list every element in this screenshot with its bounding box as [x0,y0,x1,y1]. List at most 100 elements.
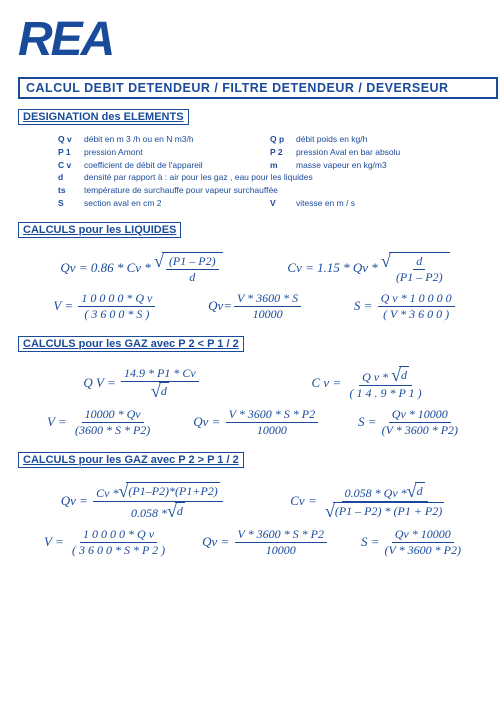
lhs: Qv= [208,298,232,314]
def-text: débit en m 3 /h ou en N m3/h [84,134,194,144]
num: 14.9 * P1 * Cv [121,366,199,382]
num: (P1 – P2) [166,254,219,270]
num: Q v * [362,370,388,384]
lhs: Qv = [193,414,220,430]
formula: Q V = 14.9 * P1 * Cv d [83,366,200,401]
main-title: CALCUL DEBIT DETENDEUR / FILTRE DETENDEU… [18,77,498,99]
formula: V = 1 0 0 0 0 * Q v( 3 6 0 0 * S * P 2 ) [44,527,170,558]
rad: d [415,482,425,500]
def-sym: Q v [58,133,84,146]
def-text: pression Amont [84,147,143,157]
lhs: S = [358,414,377,430]
def-sym: C v [58,159,84,172]
def-text: masse vapeur en kg/m3 [296,160,387,170]
def-row: Ssection aval en cm 2 Vvitesse en m / s [58,197,482,210]
def-text: vitesse en m / s [296,198,355,208]
def-sym: m [270,159,296,172]
formula: Qv = V * 3600 * S * P210000 [202,527,329,558]
formula: Qv= V * 3600 * S10000 [208,291,303,322]
def-text: débit poids en kg/h [296,134,367,144]
section-gaz2: CALCULS pour les GAZ avec P 2 > P 1 / 2 [18,452,244,468]
den: d [159,382,169,400]
def-text: section aval en cm 2 [84,198,161,208]
formula: V = 1 0 0 0 0 * Q v( 3 6 0 0 * S ) [53,291,157,322]
def-row: Q vdébit en m 3 /h ou en N m3/h Q pdébit… [58,133,482,146]
def-sym: d [58,171,84,184]
num: 10000 * Qv [82,407,144,423]
formulas-liquides: Qv = 0.86 * Cv * (P1 – P2)d Cv = 1.15 * … [18,242,482,332]
den: 10000 [263,543,299,558]
formula: C v = Q v * d ( 1 4 . 9 * P 1 ) [312,366,427,401]
def-row: P 1pression Amont P 2pression Aval en ba… [58,146,482,159]
rad: d [175,502,185,520]
num: 0.058 * Qv * [345,486,407,500]
lhs: S = [361,534,380,550]
num: Qv * 10000 [392,527,454,543]
page: REA CALCUL DEBIT DETENDEUR / FILTRE DETE… [0,0,500,580]
den: ( 3 6 0 0 * S ) [81,307,152,322]
den: d [186,270,198,285]
rad: (P1 – P2) * (P1 + P2) [333,502,444,520]
den: 10000 [254,423,290,438]
formulas-gaz1: Q V = 14.9 * P1 * Cv d C v = Q v * d ( 1… [18,356,482,448]
num: Qv * 10000 [389,407,451,423]
num: V * 3600 * S * P2 [226,407,318,423]
lhs: V = [47,414,67,430]
def-sym: ts [58,184,84,197]
den: ( 1 4 . 9 * P 1 ) [346,386,424,401]
formula: Cv = 0.058 * Qv * d (P1 – P2) * (P1 + P2) [290,482,449,521]
num: V * 3600 * S * P2 [235,527,327,543]
lhs: Cv = [287,260,313,276]
lhs: S = [354,298,373,314]
num: d [413,254,425,270]
den: ( V * 3 6 0 0 ) [380,307,452,322]
lhs: C v = [312,375,342,391]
num: Q v * 1 0 0 0 0 [378,291,455,307]
num: Cv * [96,486,118,500]
lhs: Qv = [60,260,87,276]
section-liquides: CALCULS pour les LIQUIDES [18,222,181,238]
section-designation: DESIGNATION des ELEMENTS [18,109,189,125]
formulas-gaz2: Qv = Cv * (P1–P2)*(P1+P2) 0.058 * d Cv = 0… [18,472,482,568]
pre: 1.15 * Qv * [317,260,378,276]
num: 1 0 0 0 0 * Q v [80,527,157,543]
def-sym: P 2 [270,146,296,159]
def-sym: V [270,197,296,210]
den: (V * 3600 * P2) [382,543,464,558]
def-text: coefficient de débit de l'appareil [84,160,203,170]
num: V * 3600 * S [234,291,301,307]
lhs: Q V = [83,375,115,391]
rad: d [399,366,409,384]
def-sym: S [58,197,84,210]
def-text: pression Aval en bar absolu [296,147,400,157]
den: 0.058 * [131,506,167,520]
pre: 0.86 * Cv * [91,260,151,276]
section-gaz1: CALCULS pour les GAZ avec P 2 < P 1 / 2 [18,336,244,352]
formula: Qv = 0.86 * Cv * (P1 – P2)d [60,252,222,285]
formula: Cv = 1.15 * Qv * d(P1 – P2) [287,252,449,285]
den: ( 3 6 0 0 * S * P 2 ) [69,543,168,558]
den: (P1 – P2) [393,270,446,285]
rad: (P1–P2)*(P1+P2) [126,482,219,500]
def-text: densité par rapport à : air pour les gaz… [84,172,313,182]
lhs: Cv = [290,493,316,509]
def-sym: P 1 [58,146,84,159]
formula: S = Qv * 10000(V * 3600 * P2) [358,407,463,438]
def-text: température de surchauffe pour vapeur su… [84,185,278,195]
num: 1 0 0 0 0 * Q v [78,291,155,307]
formula: S = Q v * 1 0 0 0 0( V * 3 6 0 0 ) [354,291,457,322]
def-row: tstempérature de surchauffe pour vapeur … [58,184,482,197]
formula: S = Qv * 10000(V * 3600 * P2) [361,527,466,558]
formula: Qv = V * 3600 * S * P210000 [193,407,320,438]
lhs: V = [53,298,73,314]
definitions-block: Q vdébit en m 3 /h ou en N m3/h Q pdébit… [18,133,482,210]
den: (V * 3600 * P2) [379,423,461,438]
den: 10000 [250,307,286,322]
def-row: C vcoefficient de débit de l'appareil mm… [58,159,482,172]
lhs: V = [44,534,64,550]
def-sym: Q p [270,133,296,146]
lhs: Qv = [202,534,229,550]
brand-logo: REA [18,12,482,67]
formula: V = 10000 * Qv(3600 * S * P2) [47,407,155,438]
formula: Qv = Cv *(P1–P2)*(P1+P2) 0.058 *d [61,482,225,521]
